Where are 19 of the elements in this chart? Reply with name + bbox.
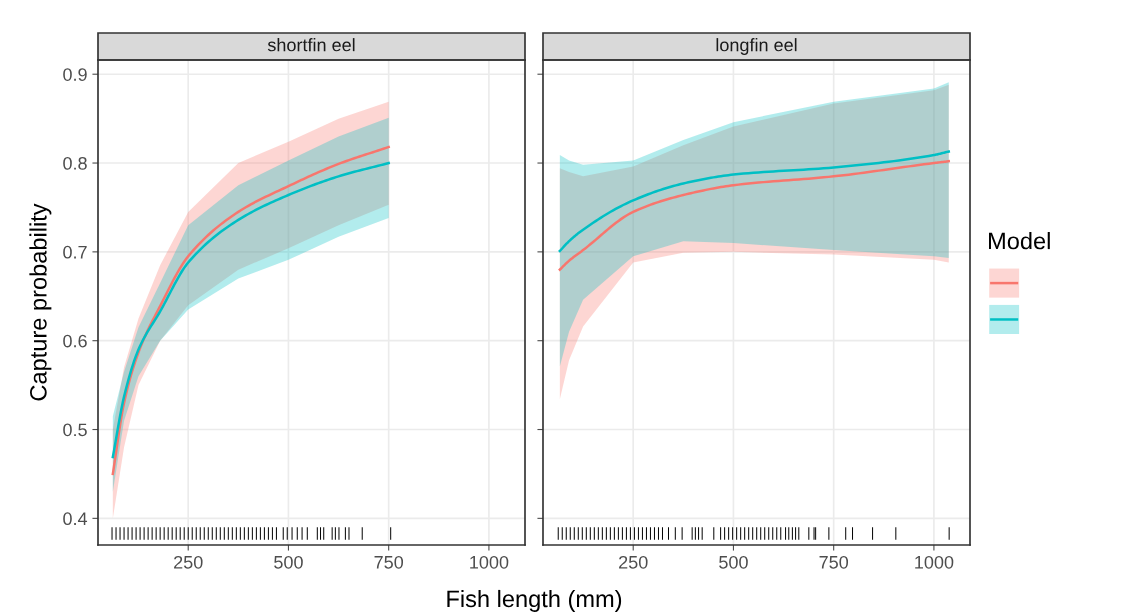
x-tick-label: 250	[619, 555, 648, 569]
legend-title: Model	[989, 231, 1050, 250]
y-tick-label: 0.8	[63, 156, 87, 170]
y-tick-label: 0.7	[63, 245, 87, 259]
x-tick-label: 500	[719, 555, 748, 569]
y-tick-label: 0.6	[63, 334, 87, 348]
x-tick-label: 750	[819, 555, 849, 569]
chart-title: shortfin eel	[267, 38, 355, 52]
x-tick-label: 1000	[915, 555, 954, 569]
x-axis-title: Fish length (mm)	[447, 589, 622, 612]
y-axis-title: Capture probability	[29, 203, 52, 401]
x-tick-label: 750	[374, 555, 404, 569]
y-tick-label: 0.4	[63, 512, 88, 526]
y-tick-label: 0.5	[63, 423, 87, 437]
x-tick-label: 500	[274, 555, 303, 569]
x-tick-label: 1000	[470, 555, 509, 569]
y-tick-label: 0.9	[63, 68, 87, 81]
chart-title: longfin eel	[716, 38, 797, 55]
x-tick-label: 250	[174, 555, 203, 569]
